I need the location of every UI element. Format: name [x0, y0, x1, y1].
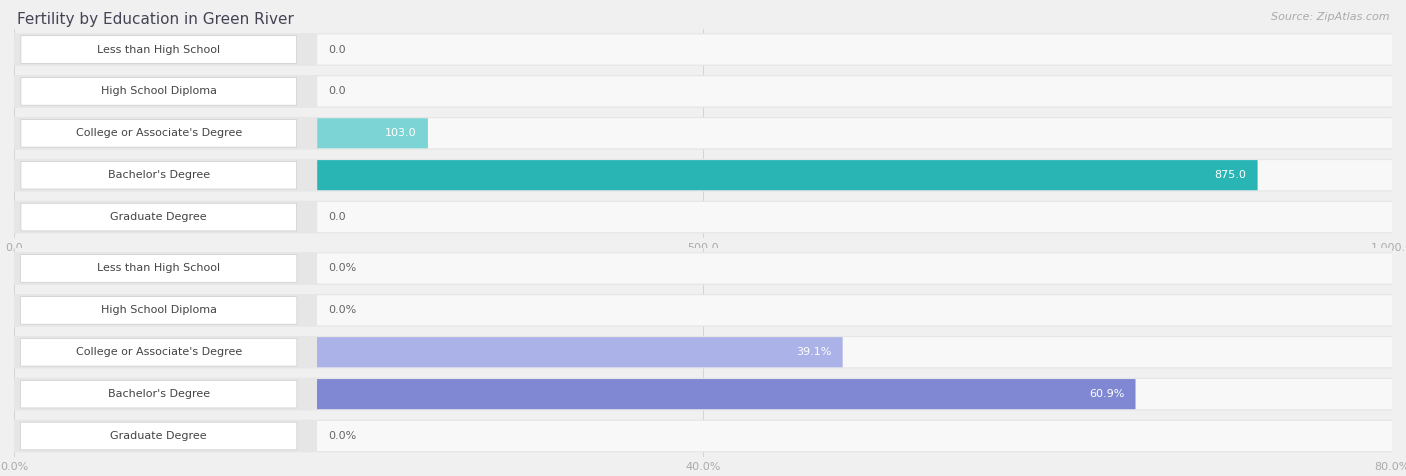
FancyBboxPatch shape — [14, 159, 1392, 191]
Text: 0.0%: 0.0% — [328, 305, 357, 316]
FancyBboxPatch shape — [21, 380, 297, 408]
FancyBboxPatch shape — [318, 160, 1392, 190]
FancyBboxPatch shape — [316, 379, 1136, 409]
FancyBboxPatch shape — [318, 202, 1392, 232]
Text: 875.0: 875.0 — [1215, 170, 1247, 180]
FancyBboxPatch shape — [318, 34, 1392, 65]
Text: 0.0: 0.0 — [328, 212, 346, 222]
FancyBboxPatch shape — [14, 117, 1392, 149]
FancyBboxPatch shape — [316, 295, 1392, 326]
FancyBboxPatch shape — [316, 421, 1392, 451]
FancyBboxPatch shape — [21, 203, 297, 231]
FancyBboxPatch shape — [318, 76, 1392, 107]
Text: 60.9%: 60.9% — [1088, 389, 1125, 399]
FancyBboxPatch shape — [21, 338, 297, 366]
FancyBboxPatch shape — [14, 252, 1392, 285]
FancyBboxPatch shape — [316, 337, 842, 367]
FancyBboxPatch shape — [316, 337, 1392, 367]
Text: 0.0: 0.0 — [328, 44, 346, 55]
FancyBboxPatch shape — [318, 160, 1257, 190]
FancyBboxPatch shape — [21, 119, 297, 147]
Text: College or Associate's Degree: College or Associate's Degree — [76, 128, 242, 139]
Text: 0.0%: 0.0% — [328, 263, 357, 274]
FancyBboxPatch shape — [21, 36, 297, 63]
Text: Bachelor's Degree: Bachelor's Degree — [108, 170, 209, 180]
Text: 103.0: 103.0 — [385, 128, 416, 139]
FancyBboxPatch shape — [14, 294, 1392, 327]
FancyBboxPatch shape — [14, 378, 1392, 410]
FancyBboxPatch shape — [21, 161, 297, 189]
FancyBboxPatch shape — [318, 118, 1392, 149]
Text: Less than High School: Less than High School — [97, 263, 221, 274]
FancyBboxPatch shape — [316, 253, 1392, 284]
Text: Graduate Degree: Graduate Degree — [111, 212, 207, 222]
Text: 39.1%: 39.1% — [796, 347, 831, 357]
Text: 0.0%: 0.0% — [328, 431, 357, 441]
Text: Source: ZipAtlas.com: Source: ZipAtlas.com — [1271, 12, 1389, 22]
Text: Less than High School: Less than High School — [97, 44, 221, 55]
FancyBboxPatch shape — [318, 118, 427, 149]
FancyBboxPatch shape — [316, 379, 1392, 409]
FancyBboxPatch shape — [21, 78, 297, 105]
Text: Fertility by Education in Green River: Fertility by Education in Green River — [17, 12, 294, 27]
Text: High School Diploma: High School Diploma — [101, 86, 217, 97]
Text: High School Diploma: High School Diploma — [101, 305, 217, 316]
FancyBboxPatch shape — [21, 255, 297, 282]
FancyBboxPatch shape — [14, 75, 1392, 108]
FancyBboxPatch shape — [21, 422, 297, 450]
FancyBboxPatch shape — [21, 297, 297, 324]
FancyBboxPatch shape — [14, 420, 1392, 452]
Text: Bachelor's Degree: Bachelor's Degree — [108, 389, 209, 399]
Text: 0.0: 0.0 — [328, 86, 346, 97]
FancyBboxPatch shape — [14, 336, 1392, 368]
FancyBboxPatch shape — [14, 33, 1392, 66]
FancyBboxPatch shape — [14, 201, 1392, 233]
Text: College or Associate's Degree: College or Associate's Degree — [76, 347, 242, 357]
Text: Graduate Degree: Graduate Degree — [111, 431, 207, 441]
